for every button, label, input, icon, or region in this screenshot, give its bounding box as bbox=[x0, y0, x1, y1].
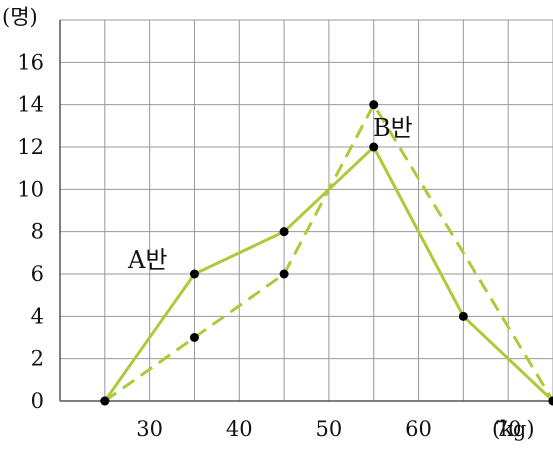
series-lines bbox=[103, 103, 553, 403]
x-tick-label: 60 bbox=[405, 417, 432, 441]
y-tick-label: 8 bbox=[31, 220, 44, 244]
x-tick-label: 30 bbox=[136, 417, 163, 441]
x-tick-label: 40 bbox=[226, 417, 253, 441]
x-tick-labels: 30 40 50 60 70 bbox=[136, 417, 521, 441]
series-b-point bbox=[100, 396, 110, 406]
grid-lines bbox=[59, 19, 553, 402]
series-b-point bbox=[189, 333, 199, 342]
y-tick-label: 16 bbox=[17, 50, 44, 74]
y-tick-labels: 0 2 4 6 8 10 12 14 16 bbox=[17, 50, 44, 413]
series-label-b: B반 bbox=[373, 114, 413, 142]
x-tick-label: 50 bbox=[316, 417, 343, 441]
y-tick-label: 10 bbox=[17, 177, 44, 201]
x-tick-label: 70 bbox=[495, 417, 522, 441]
data-points bbox=[100, 100, 553, 406]
y-tick-label: 2 bbox=[31, 347, 44, 371]
series-label-a: A반 bbox=[127, 246, 167, 274]
y-tick-label: 12 bbox=[17, 135, 44, 159]
y-axis-unit-label: (명) bbox=[2, 5, 38, 29]
series-b-point bbox=[548, 396, 553, 406]
x-axis-unit-label: (kg) bbox=[492, 417, 535, 441]
y-tick-label: 4 bbox=[31, 304, 44, 328]
series-b-point bbox=[369, 100, 379, 110]
y-tick-label: 6 bbox=[31, 262, 44, 286]
series-b-line bbox=[103, 103, 553, 403]
y-tick-label: 14 bbox=[17, 93, 44, 117]
series-a-point bbox=[458, 311, 468, 321]
series-b-point bbox=[279, 269, 289, 279]
series-a-point bbox=[279, 227, 289, 237]
y-tick-label: 0 bbox=[31, 389, 44, 413]
series-a-point bbox=[189, 269, 199, 279]
series-a-point bbox=[369, 142, 379, 152]
